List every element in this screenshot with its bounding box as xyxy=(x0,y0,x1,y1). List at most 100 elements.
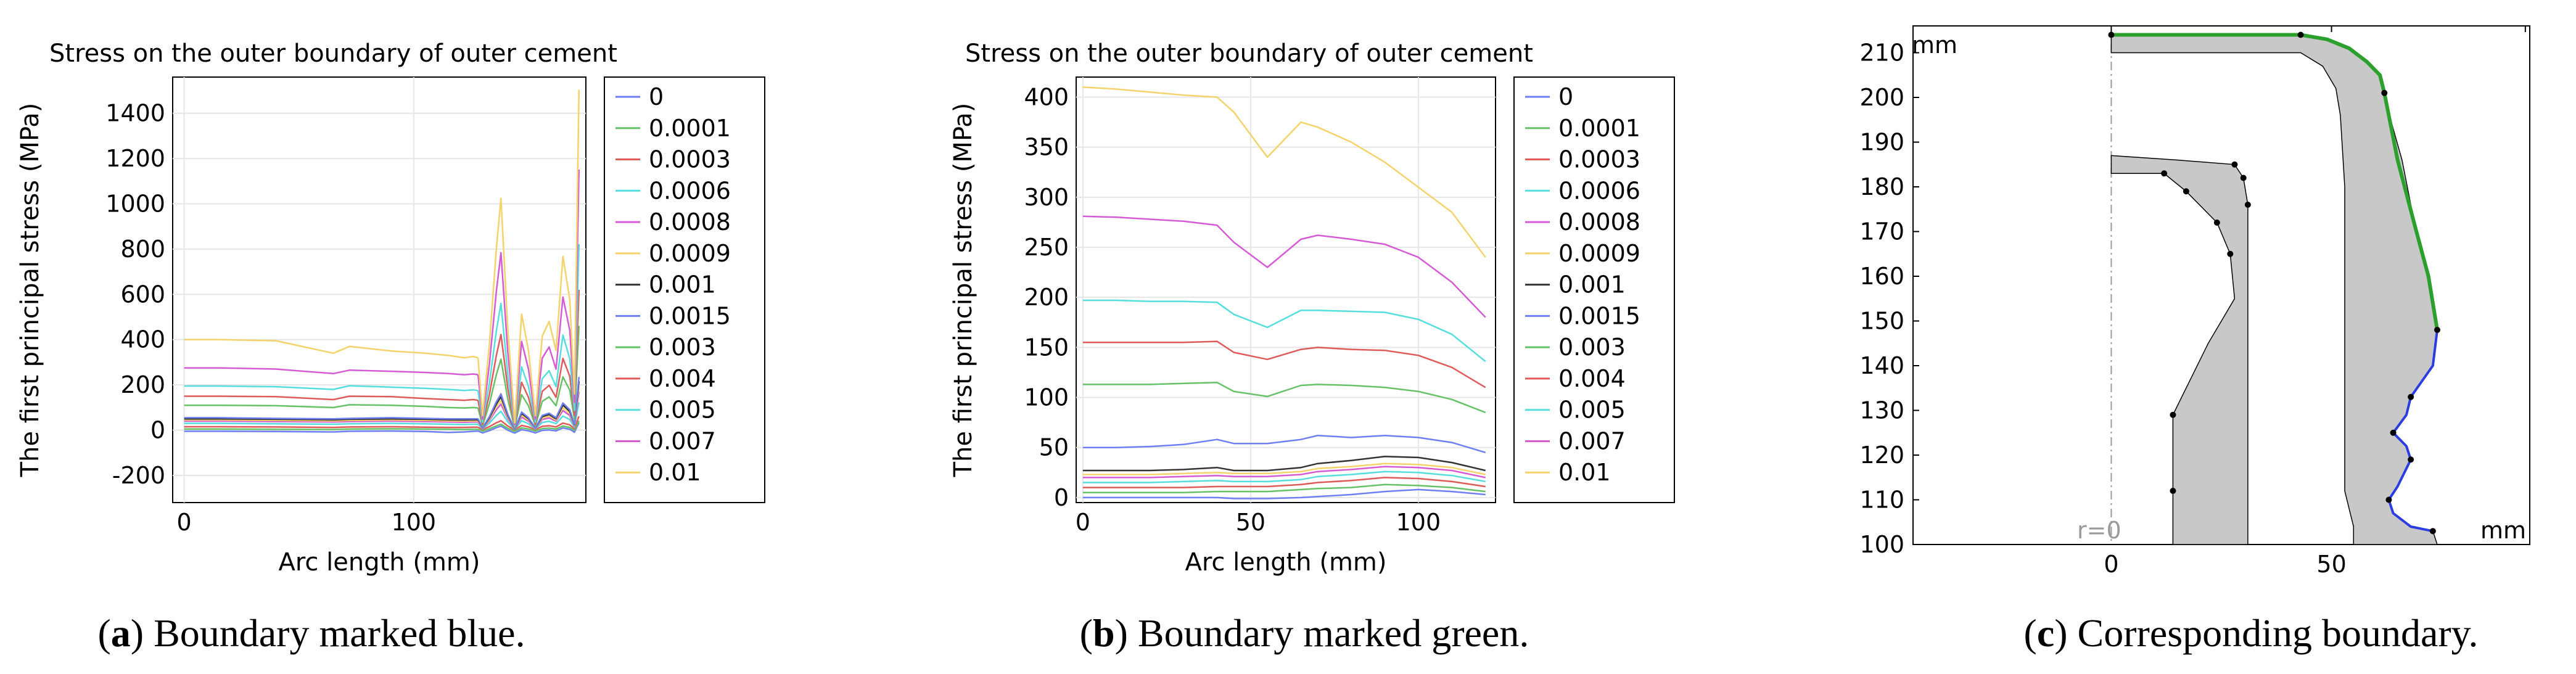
chart-b-legend-label: 0.005 xyxy=(1558,397,1626,424)
chart-b-y-tick-label: 250 xyxy=(1024,234,1069,261)
chart-b-title: Stress on the outer boundary of outer ce… xyxy=(965,39,1533,68)
chart-c-y-tick-label: 130 xyxy=(1859,397,1904,424)
chart-a-series-lines xyxy=(184,89,580,434)
chart-b-tick-labels: 0 50 100 0 50 100 150 200 250 300 350 400 xyxy=(1024,83,1441,536)
chart-b-y-tick-label: 300 xyxy=(1024,184,1069,211)
chart-b-series-line xyxy=(1082,466,1486,479)
chart-b-series-line xyxy=(1082,299,1486,363)
chart-a-x-tick-label: 0 xyxy=(177,509,192,536)
chart-b-legend-label: 0.0008 xyxy=(1558,208,1640,236)
chart-b-x-tick-label: 0 xyxy=(1076,509,1090,536)
chart-b-x-tick-label: 100 xyxy=(1396,509,1441,536)
chart-a-series-spike xyxy=(477,169,580,425)
chart-a-x-tick-label: 100 xyxy=(392,509,437,536)
chart-b-series-line xyxy=(1082,462,1486,475)
chart-a-title: Stress on the outer boundary of outer ce… xyxy=(49,39,617,68)
chart-a-plot-frame xyxy=(172,76,586,503)
chart-c-x-unit-label: mm xyxy=(2480,517,2526,544)
caption-c-letter: c xyxy=(2037,611,2054,655)
chart-a-series-line xyxy=(184,430,479,434)
chart-c-x-tick-label: 50 xyxy=(2316,551,2346,578)
chart-c-vertex-point xyxy=(2170,488,2176,494)
chart-a-legend-label: 0.004 xyxy=(649,365,716,392)
chart-b-legend-label: 0.0009 xyxy=(1558,240,1640,267)
chart-b: Stress on the outer boundary of outer ce… xyxy=(949,39,1675,577)
chart-a-series-spike xyxy=(477,244,580,427)
chart-b-series-line xyxy=(1082,488,1486,499)
chart-c-vertex-point xyxy=(2390,429,2397,436)
chart-a-series-line xyxy=(184,420,479,423)
chart-b-series-line xyxy=(1082,340,1486,388)
chart-c-y-unit-label: mm xyxy=(1912,31,1957,59)
chart-a-y-tick-label: 800 xyxy=(120,236,165,263)
chart-a-series-line xyxy=(184,385,479,392)
chart-b-y-tick-label: 150 xyxy=(1024,334,1069,361)
chart-c-y-tick-label: 190 xyxy=(1859,129,1904,156)
chart-b-series-line xyxy=(1082,471,1486,483)
chart-b-series-line xyxy=(1082,86,1486,258)
chart-b-y-tick-label: 350 xyxy=(1024,134,1069,161)
chart-b-x-tick-label: 50 xyxy=(1236,509,1265,536)
chart-c-green-boundary xyxy=(2111,33,2439,331)
chart-c-vertex-point xyxy=(2244,202,2251,208)
chart-c-vertex-point xyxy=(2227,250,2234,257)
chart-c-vertex-point xyxy=(2240,175,2247,181)
chart-c-axis-note: r=0 xyxy=(2077,517,2121,544)
chart-a-y-tick-label: 400 xyxy=(120,326,165,353)
chart-b-series-lines xyxy=(1082,86,1486,499)
chart-c-vertex-point xyxy=(2231,161,2238,168)
chart-a-legend-label: 0.0006 xyxy=(649,177,731,204)
chart-b-series-line xyxy=(1082,434,1486,453)
caption-c: (c) Corresponding boundary. xyxy=(2024,611,2479,655)
chart-c-blue-boundary xyxy=(2387,329,2438,533)
chart-a-series-line xyxy=(184,417,479,421)
chart-c-y-tick-label: 150 xyxy=(1859,308,1904,335)
chart-a-series-spike xyxy=(477,89,580,424)
chart-b-series-line xyxy=(1082,456,1486,472)
chart-a-series-spike xyxy=(477,326,580,429)
chart-a: Stress on the outer boundary of outer ce… xyxy=(16,39,765,577)
chart-a-series-line xyxy=(184,339,479,359)
chart-b-legend-label: 0 xyxy=(1558,83,1573,110)
chart-a-legend-label: 0.001 xyxy=(649,271,716,298)
chart-a-series-spike xyxy=(477,416,580,431)
chart-a-series-line xyxy=(184,422,479,425)
chart-a-series-spike xyxy=(477,420,580,432)
chart-c-vertex-point xyxy=(2213,220,2220,226)
chart-b-y-tick-label: 50 xyxy=(1039,434,1069,461)
caption-b-letter: b xyxy=(1093,611,1115,655)
chart-a-series-line xyxy=(184,367,479,376)
chart-a-series-spike xyxy=(477,392,580,430)
chart-b-legend: 0 0.0001 0.0003 0.0006 0.0008 0.0009 0.001 0.00… xyxy=(1525,83,1640,486)
caption-a-text: Boundary marked blue. xyxy=(144,611,525,655)
chart-c-gridlines xyxy=(1913,26,2526,545)
chart-a-legend-label: 0.005 xyxy=(649,397,716,424)
chart-c-y-tick-label: 100 xyxy=(1859,531,1904,558)
chart-c-vertex-point xyxy=(2408,393,2414,400)
chart-a-y-tick-label: 1000 xyxy=(105,191,165,218)
chart-c-vertex-point xyxy=(2385,496,2392,503)
caption-c-text: Corresponding boundary. xyxy=(2068,611,2479,655)
chart-c-vertex-point xyxy=(2161,170,2168,177)
chart-b-y-tick-label: 100 xyxy=(1024,384,1069,411)
chart-a-y-tick-label: -200 xyxy=(112,462,165,489)
chart-b-plot-frame xyxy=(1076,76,1496,503)
chart-c-y-tick-label: 110 xyxy=(1859,487,1904,514)
chart-c-y-tick-label: 160 xyxy=(1859,263,1904,290)
chart-a-legend-label: 0.007 xyxy=(649,427,716,454)
chart-c-y-tick-label: 180 xyxy=(1859,173,1904,200)
chart-a-series-line xyxy=(184,395,479,401)
caption-a-letter: a xyxy=(111,611,131,655)
chart-a-y-tick-label: 0 xyxy=(150,417,165,444)
chart-b-legend-label: 0.003 xyxy=(1558,334,1626,361)
chart-b-series-line xyxy=(1082,477,1486,488)
chart-c-vertex-point xyxy=(2434,327,2440,333)
chart-a-series-line xyxy=(184,417,479,420)
chart-b-legend-label: 0.0015 xyxy=(1558,302,1640,329)
chart-c-y-tick-label: 200 xyxy=(1859,84,1904,111)
chart-a-series-spike xyxy=(477,402,580,430)
caption-a: (a) Boundary marked blue. xyxy=(97,611,525,655)
chart-a-y-tick-label: 200 xyxy=(120,371,165,398)
